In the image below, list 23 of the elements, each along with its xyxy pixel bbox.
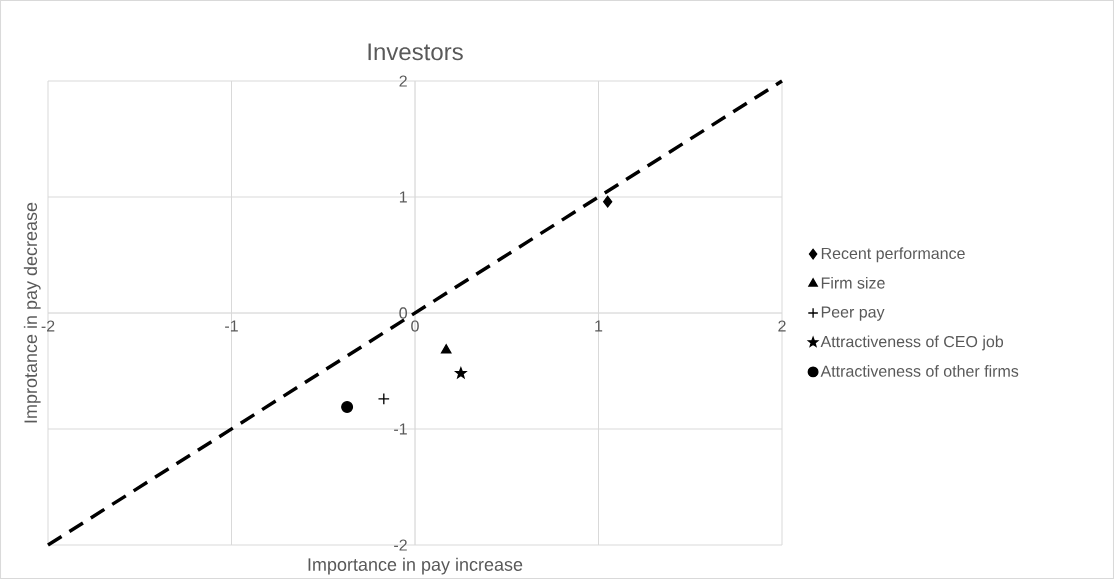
y-tick-label: 1	[399, 191, 407, 203]
point	[341, 400, 354, 413]
x-tick-label: -1	[225, 320, 238, 332]
x-tick-label: -2	[41, 320, 55, 332]
x-tick-label: 0	[411, 320, 419, 332]
x-axis-title: Importance in pay increase	[308, 557, 523, 575]
point	[377, 392, 390, 405]
y-tick-label: -2	[394, 539, 407, 551]
chart-title: Investors	[368, 43, 463, 61]
point	[603, 195, 613, 208]
y-tick-label: -1	[394, 423, 407, 435]
legend-label: Attractiveness of CEO job	[820, 335, 1004, 351]
y-tick-label: 0	[399, 307, 408, 319]
x-tick-label: 1	[595, 320, 603, 332]
y-tick-label: 2	[399, 75, 407, 87]
x-tick-label: 2	[778, 320, 786, 332]
point	[440, 344, 452, 354]
legend-label: Recent performance	[821, 247, 965, 263]
legend-label: Attractiveness of other firms	[820, 365, 1019, 377]
y-axis-title: Improtance in pay decrease	[23, 202, 41, 423]
point	[455, 367, 467, 379]
legend-label: Peer pay	[821, 306, 885, 321]
legend-label: Firm size	[821, 276, 885, 289]
